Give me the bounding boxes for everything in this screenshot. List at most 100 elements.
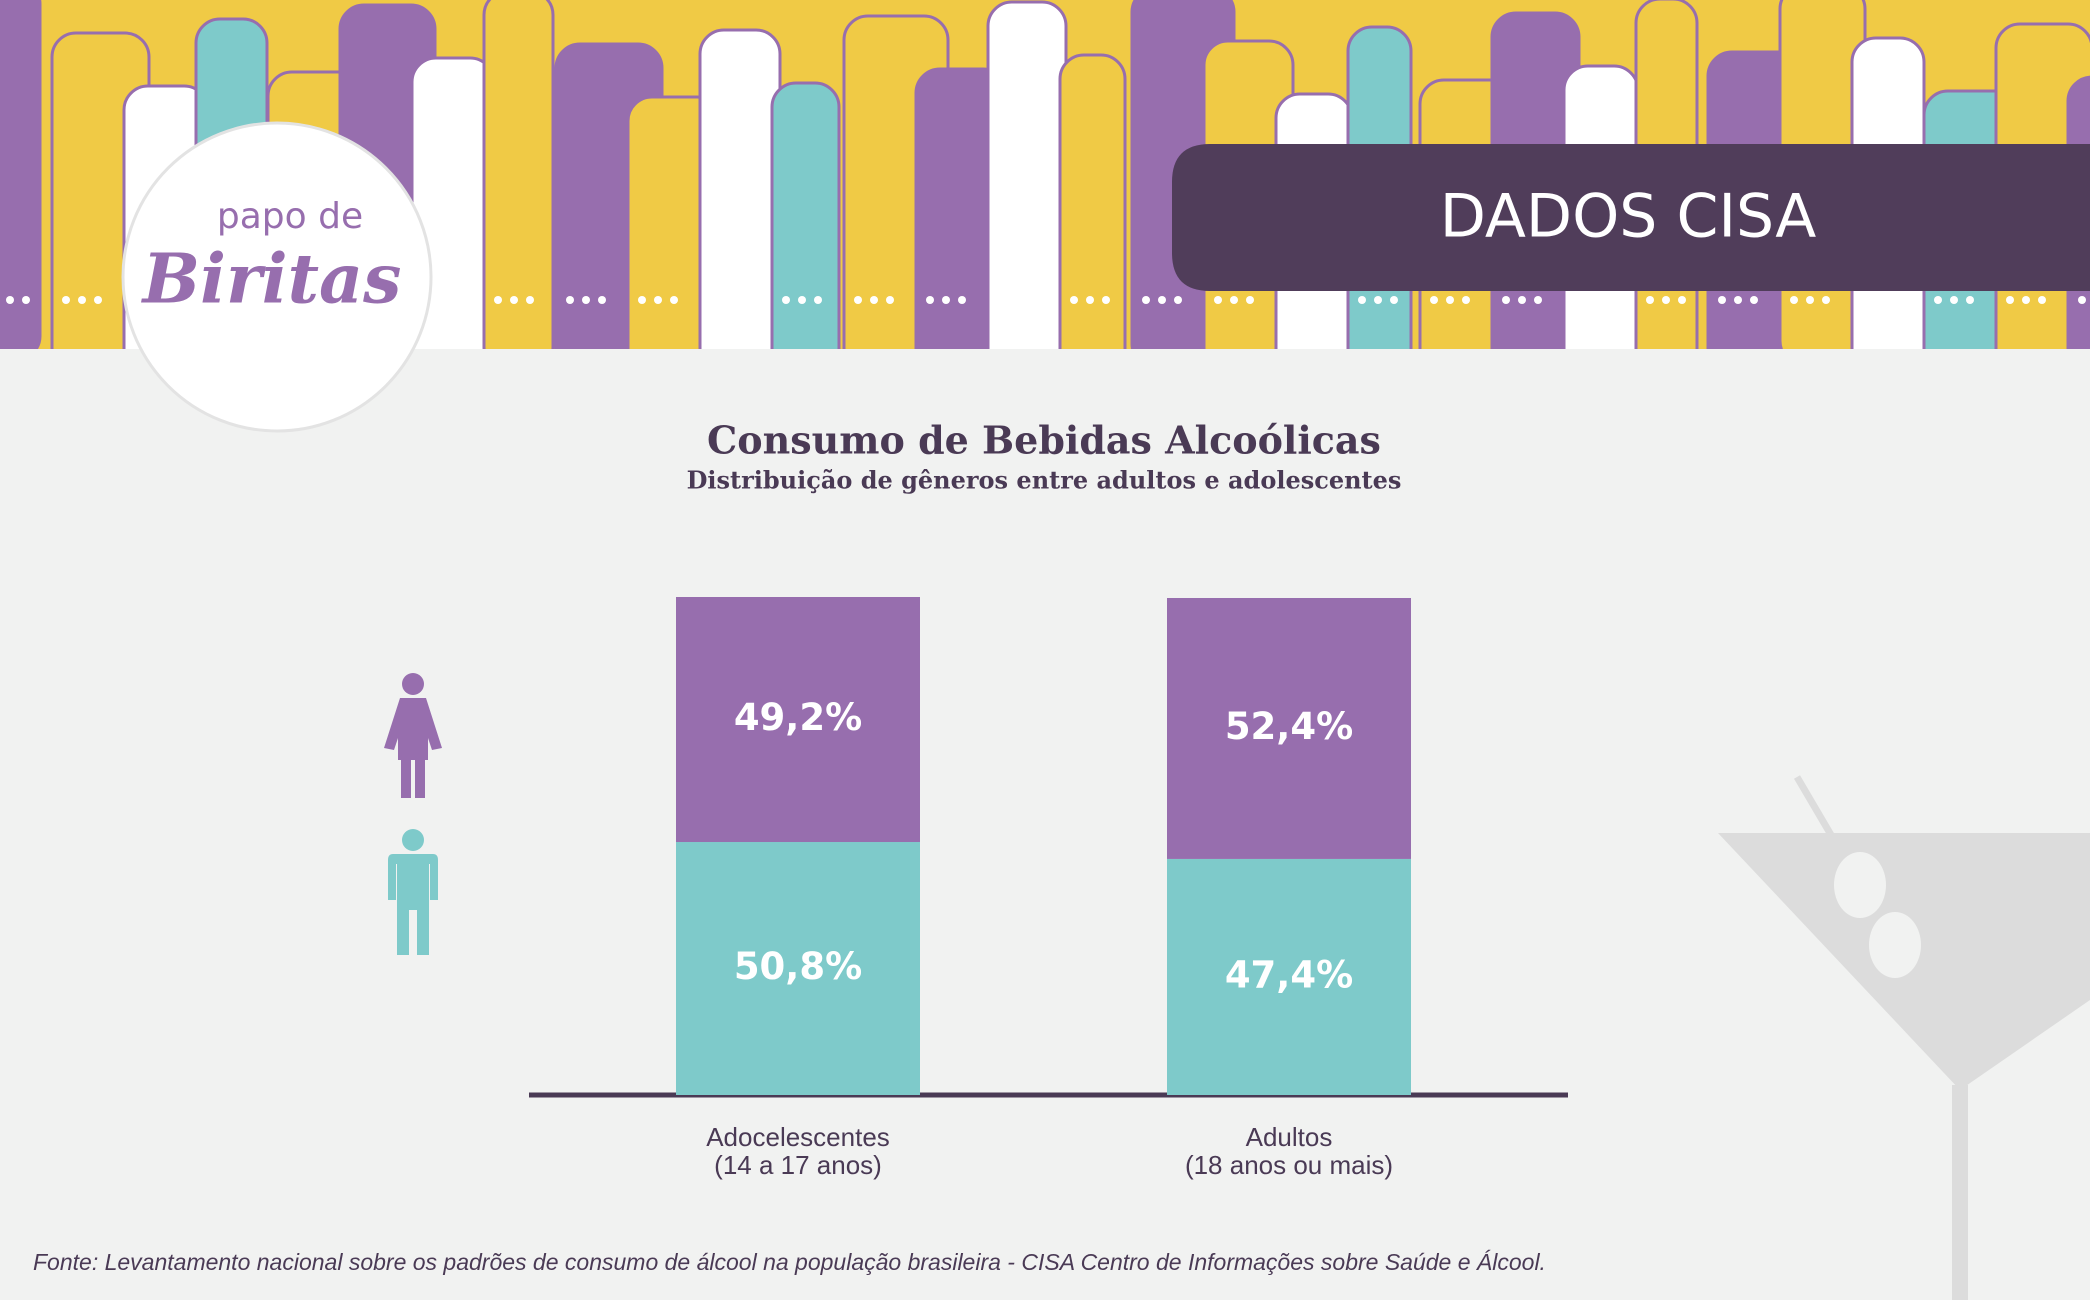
pattern-dot: [582, 296, 590, 304]
pattern-dot: [1102, 296, 1110, 304]
bar-segment: [676, 597, 920, 843]
logo-line1: papo de: [217, 196, 363, 237]
pattern-dot: [566, 296, 574, 304]
pattern-dot: [1822, 296, 1830, 304]
pattern-dot: [1862, 296, 1870, 304]
olive: [1834, 852, 1886, 918]
chart-subtitle: Distribuição de gêneros entre adultos e …: [687, 466, 1402, 495]
pattern-dot: [2038, 296, 2046, 304]
chart-title: Consumo de Bebidas Alcoólicas: [707, 418, 1381, 463]
pattern-dot: [958, 296, 966, 304]
martini-decoration: [1718, 775, 2090, 1300]
pattern-dot: [1534, 296, 1542, 304]
pattern-bottle: [1058, 53, 1127, 349]
pattern-dot: [526, 296, 534, 304]
pattern-dot: [22, 296, 30, 304]
value-label: 50,8%: [734, 945, 862, 988]
pattern-dot: [870, 296, 878, 304]
pattern-bottle: [0, 0, 42, 349]
pattern-dot: [782, 296, 790, 304]
pattern-dot: [1014, 296, 1022, 304]
pattern-dot: [670, 296, 678, 304]
pattern-dot: [1894, 296, 1902, 304]
bar-segment: [676, 842, 920, 1095]
pattern-dot: [1574, 296, 1582, 304]
pattern-dot: [886, 296, 894, 304]
pattern-dot: [1246, 296, 1254, 304]
pattern-dot: [1878, 296, 1886, 304]
pattern-dot: [1502, 296, 1510, 304]
pattern-dot: [654, 296, 662, 304]
source: Fonte: Levantamento nacional sobre os pa…: [33, 1249, 1546, 1275]
pattern-dot: [998, 296, 1006, 304]
pattern-dot: [1606, 296, 1614, 304]
pattern-dot: [62, 296, 70, 304]
pattern-dot: [1030, 296, 1038, 304]
pattern-dot: [1374, 296, 1382, 304]
pattern-dot: [1950, 296, 1958, 304]
pattern-dot: [814, 296, 822, 304]
pattern-dot: [1446, 296, 1454, 304]
logo-line2: Biritas: [141, 240, 402, 320]
pattern-dot: [1718, 296, 1726, 304]
pattern-dot: [1590, 296, 1598, 304]
pattern-dot: [1462, 296, 1470, 304]
pattern-dot: [926, 296, 934, 304]
pattern-dot: [726, 296, 734, 304]
pattern-dot: [438, 296, 446, 304]
x-tick-label: (18 anos ou mais): [1185, 1150, 1393, 1180]
pattern-dot: [1318, 296, 1326, 304]
pattern-dot: [1142, 296, 1150, 304]
x-tick-label: (14 a 17 anos): [714, 1150, 882, 1180]
pattern-dot: [1806, 296, 1814, 304]
x-tick-label: Adultos: [1246, 1122, 1333, 1152]
pattern-dot: [94, 296, 102, 304]
pattern-bottle: [482, 0, 555, 349]
pattern-dot: [1086, 296, 1094, 304]
badge-text: DADOS CISA: [1440, 182, 1817, 252]
pattern-dot: [1934, 296, 1942, 304]
pattern-bottle: [986, 0, 1068, 349]
pattern-dot: [742, 296, 750, 304]
pattern-dot: [2078, 296, 2086, 304]
pattern-bottle: [770, 81, 841, 349]
pattern-dot: [1358, 296, 1366, 304]
pattern-dot: [798, 296, 806, 304]
value-label: 47,4%: [1225, 953, 1353, 996]
pattern-dot: [1734, 296, 1742, 304]
pattern-dot: [1390, 296, 1398, 304]
female-icon: [384, 673, 442, 798]
pattern-dot: [1430, 296, 1438, 304]
pattern-dot: [454, 296, 462, 304]
pattern-dot: [2006, 296, 2014, 304]
pattern-dot: [1302, 296, 1310, 304]
pattern-dot: [1750, 296, 1758, 304]
pattern-dot: [1158, 296, 1166, 304]
pattern-dot: [1678, 296, 1686, 304]
pattern-dot: [1286, 296, 1294, 304]
pattern-dot: [638, 296, 646, 304]
bar-segment: [1167, 597, 1411, 859]
glass-stem: [1952, 1085, 1968, 1300]
pattern-dot: [510, 296, 518, 304]
pattern-dot: [854, 296, 862, 304]
pattern-dot: [1790, 296, 1798, 304]
badge: [1172, 144, 2090, 291]
value-label: 52,4%: [1225, 705, 1353, 748]
pattern-dot: [1646, 296, 1654, 304]
pattern-dot: [1662, 296, 1670, 304]
value-label: 49,2%: [734, 696, 862, 739]
x-tick-label: Adocelescentes: [706, 1122, 890, 1152]
pattern-dot: [942, 296, 950, 304]
pattern-dot: [1174, 296, 1182, 304]
olive: [1869, 912, 1921, 978]
pattern-dot: [1966, 296, 1974, 304]
pattern-dot: [2022, 296, 2030, 304]
pattern-dot: [78, 296, 86, 304]
pattern-dot: [1214, 296, 1222, 304]
pattern-dot: [6, 296, 14, 304]
pattern-dot: [1230, 296, 1238, 304]
bar-segment: [1167, 858, 1411, 1095]
